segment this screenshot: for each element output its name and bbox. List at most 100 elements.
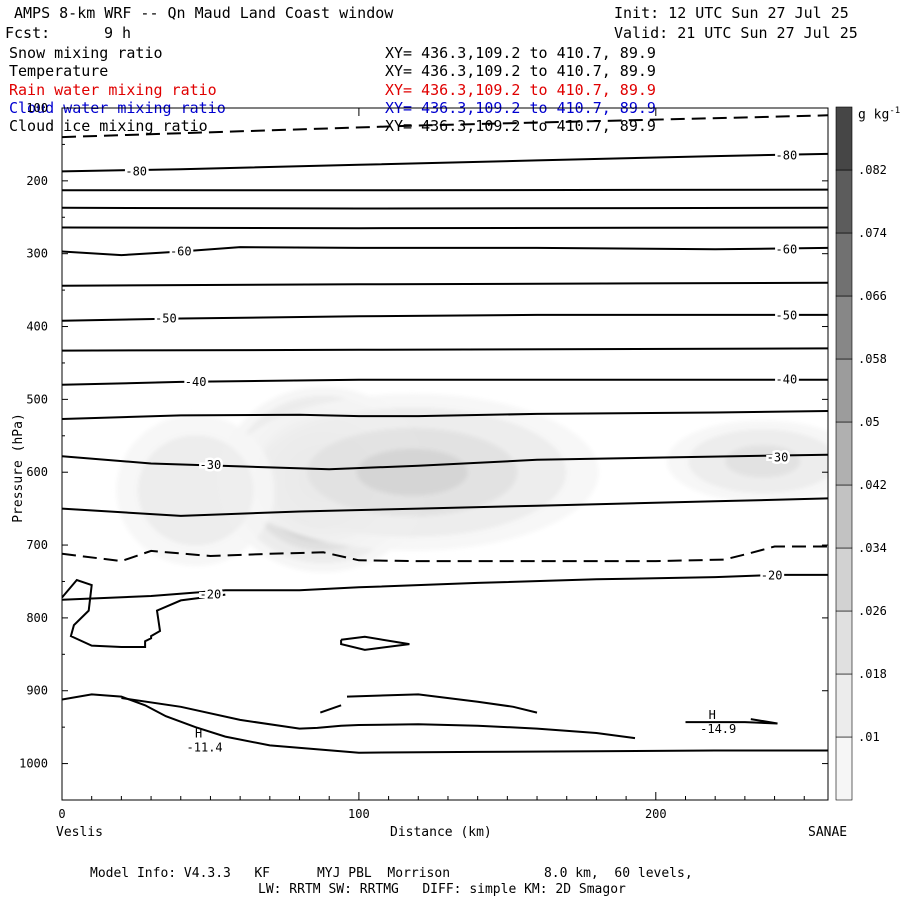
isotherm-line (62, 453, 828, 471)
y-tick-label: 300 (26, 247, 48, 261)
snow-shade-level (356, 448, 468, 496)
isotherm-line (340, 635, 410, 651)
contour-label: -40 (185, 375, 207, 389)
contour-label: -60 (170, 245, 192, 259)
field-snow-xy: XY= 436.3,109.2 to 410.7, 89.9 (385, 44, 656, 62)
right-endpoint-label: SANAE (808, 825, 848, 840)
y-tick-label: 1000 (19, 757, 48, 771)
contour-labels: -80-80-60 -60-50 -50-40 -40-30-30-20-20H-11… (123, 146, 800, 755)
y-tick-label: 100 (26, 101, 48, 115)
isotherm-line (62, 497, 828, 517)
high-marker: H (195, 727, 202, 741)
x-tick-label: 0 (58, 807, 65, 821)
x-axis-title: Distance (km) (390, 825, 492, 840)
contour-label: -50 (776, 309, 798, 323)
freezing-level-dashed-line (62, 545, 828, 563)
isotherm-line (62, 347, 828, 352)
colorbar-unit: g kg-1 (858, 106, 900, 123)
high-value: -11.4 (187, 741, 223, 755)
isotherm-line (62, 693, 828, 754)
colorbar-segment (835, 421, 853, 486)
contour-label: -80 (776, 148, 798, 162)
isotherm-line (62, 206, 828, 210)
contour-label: -20 (761, 569, 783, 583)
isotherm-line (62, 378, 828, 386)
colorbar-segment (835, 358, 853, 423)
colorbar-segment (835, 232, 853, 297)
forecast-label: Fcst: (5, 24, 51, 42)
field-cloudice-name: Cloud ice mixing ratio (9, 117, 208, 135)
high-value: -14.9 (700, 722, 736, 736)
field-temperature-xy: XY= 436.3,109.2 to 410.7, 89.9 (385, 62, 656, 80)
snow-shade-level (137, 435, 254, 546)
colorbar-segment (835, 547, 853, 612)
init-time: Init: 12 UTC Sun 27 Jul 25 (614, 4, 849, 22)
y-tick-label: 900 (26, 684, 48, 698)
model-info-line2: LW: RRTM SW: RRTMG DIFF: simple KM: 2D S… (258, 882, 626, 897)
isotherm-line (62, 410, 828, 420)
isotherm-line (62, 152, 828, 173)
isotherm-line (346, 693, 538, 714)
colorbar-tick-label: .066 (858, 289, 887, 303)
colorbar-tick-label: .01 (858, 730, 880, 744)
snow-shade-level (725, 445, 801, 478)
isotherm-line (62, 246, 828, 257)
colorbar-tick-label: .034 (858, 541, 887, 555)
field-snow-name: Snow mixing ratio (9, 44, 163, 62)
temperature-contours (62, 114, 828, 754)
colorbar-segment (835, 169, 853, 234)
isotherm-line (685, 718, 778, 725)
isotherm-line (62, 578, 226, 648)
colorbar-tick-label: .05 (858, 415, 880, 429)
left-endpoint-label: Veslis (56, 825, 103, 840)
colorbar-segment (835, 610, 853, 675)
x-tick-label: 200 (645, 807, 667, 821)
y-tick-label: 500 (26, 392, 48, 406)
contour-label: -40 (776, 373, 798, 387)
isotherm-line (319, 704, 342, 714)
contour-label: -60 (776, 242, 798, 256)
field-temperature-name: Temperature (9, 62, 109, 80)
contour-label: -20 (200, 588, 222, 602)
colorbar-tick-label: .026 (858, 604, 887, 618)
colorbar-tick-label: .058 (858, 352, 887, 366)
snow-mixing-ratio-shading (116, 386, 828, 573)
forecast-hour: 9 h (104, 24, 132, 42)
isotherm-line (62, 188, 828, 192)
x-tick-label: 100 (348, 807, 370, 821)
model-info-line1: Model Info: V4.3.3 KF MYJ PBL Morrison 8… (90, 866, 693, 881)
contour-label: -50 (155, 312, 177, 326)
colorbar: .01 .018 .026 .034 .042 .05 .058 .066 .074 .082 (835, 106, 887, 801)
colorbar-segment (835, 736, 853, 801)
y-tick-label: 200 (26, 174, 48, 188)
axes: 100 200 300 400 500 600 700 800 900 1000 0 100 200 (19, 101, 828, 821)
freezing-level-dashed-line (62, 114, 828, 139)
y-tick-label: 600 (26, 465, 48, 479)
y-tick-label: 800 (26, 611, 48, 625)
colorbar-tick-label: .018 (858, 667, 887, 681)
colorbar-tick-label: .042 (858, 478, 887, 492)
y-tick-label: 400 (26, 320, 48, 334)
y-tick-label: 700 (26, 538, 48, 552)
isotherm-line (62, 573, 828, 601)
contour-label: -80 (125, 164, 147, 178)
colorbar-segment (835, 484, 853, 549)
colorbar-tick-label: .074 (858, 226, 887, 240)
colorbar-segment (835, 106, 853, 171)
isotherm-line (62, 281, 828, 287)
chart-title: AMPS 8-km WRF -- Qn Maud Land Coast wind… (14, 4, 394, 22)
high-marker: H (709, 708, 716, 722)
isotherm-line (62, 313, 828, 322)
contour-label: -30 (767, 451, 789, 465)
plot-frame (61, 107, 829, 801)
isotherm-line (121, 697, 636, 740)
colorbar-segment (835, 673, 853, 738)
colorbar-segment (835, 295, 853, 360)
field-rain-name: Rain water mixing ratio (9, 81, 217, 99)
y-axis-title: Pressure (hPa) (10, 413, 26, 523)
field-rain-xy: XY= 436.3,109.2 to 410.7, 89.9 (385, 81, 656, 99)
colorbar-tick-label: .082 (858, 163, 887, 177)
contour-label: -30 (200, 458, 222, 472)
valid-time: Valid: 21 UTC Sun 27 Jul 25 (614, 24, 858, 42)
